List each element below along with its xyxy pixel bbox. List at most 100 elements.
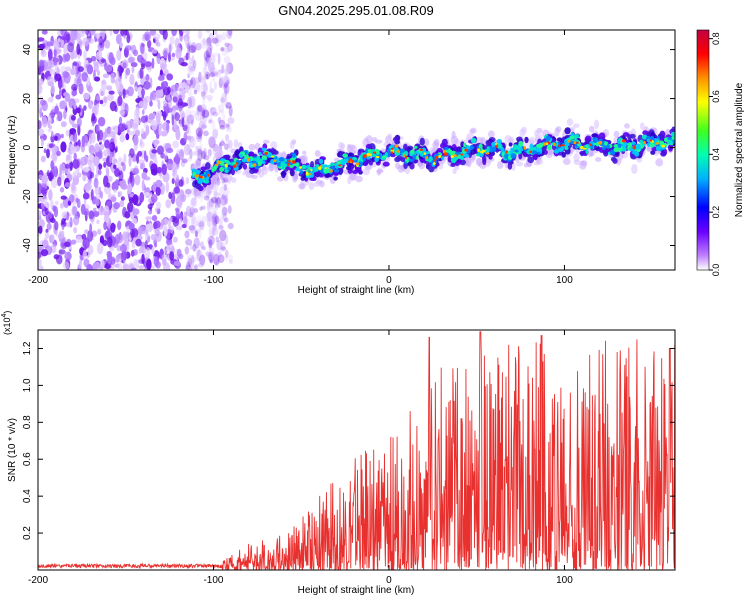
heatmap-cell <box>86 64 94 75</box>
heatmap-cell <box>88 210 95 220</box>
heatmap-cell <box>553 142 556 146</box>
heatmap-cell <box>169 251 175 261</box>
heatmap-cell <box>207 235 215 246</box>
heatmap-cell <box>211 75 216 83</box>
heatmap-cell <box>50 84 56 95</box>
heatmap-cell <box>149 100 153 107</box>
heatmap-cell <box>545 142 549 146</box>
heatmap-cell <box>209 106 217 115</box>
heatmap-cell <box>643 140 646 145</box>
heatmap-cell <box>122 253 125 264</box>
y-tick-label: 0.6 <box>22 452 33 466</box>
heatmap-cell <box>174 186 181 194</box>
heatmap-cell <box>222 212 227 222</box>
heatmap-cell <box>439 142 447 149</box>
heatmap-cell <box>209 72 215 78</box>
heatmap-cell <box>194 230 198 238</box>
heatmap-cell <box>196 188 202 199</box>
heatmap-cell <box>38 78 44 86</box>
heatmap-cell <box>77 66 84 73</box>
heatmap-cell <box>655 145 662 152</box>
heatmap-cell <box>205 53 210 64</box>
heatmap-cell <box>258 158 264 162</box>
heatmap-cell <box>298 183 306 190</box>
heatmap-cell <box>627 142 633 149</box>
heatmap-cell <box>197 220 202 229</box>
heatmap-cell <box>218 109 225 114</box>
heatmap-cell <box>69 30 75 42</box>
heatmap-cell <box>155 186 161 197</box>
heatmap-cell <box>185 177 190 185</box>
heatmap-cell <box>212 227 219 236</box>
heatmap-cell <box>90 188 94 201</box>
heatmap-cell <box>217 53 221 65</box>
heatmap-cell <box>133 49 139 57</box>
heatmap-cell <box>38 258 42 270</box>
heatmap-cell <box>408 158 415 163</box>
heatmap-cell <box>213 192 221 197</box>
heatmap-cell <box>71 123 79 128</box>
heatmap-cell <box>137 226 143 236</box>
heatmap-cell <box>117 123 125 133</box>
heatmap-cell <box>201 107 206 120</box>
heatmap-cell <box>93 177 99 189</box>
heatmap-cell <box>71 89 77 97</box>
heatmap-cell <box>104 128 108 139</box>
heatmap-cell <box>201 76 206 87</box>
heatmap-cell <box>211 213 218 226</box>
heatmap-cell <box>412 154 417 160</box>
heatmap-cell <box>602 145 607 149</box>
heatmap-cell <box>564 138 568 145</box>
heatmap-cell <box>62 261 70 270</box>
heatmap-cell <box>62 83 66 90</box>
heatmap-cell <box>189 200 198 209</box>
heatmap-cell <box>190 265 198 270</box>
heatmap-cell <box>62 174 65 182</box>
heatmap-cell <box>50 165 55 173</box>
heatmap-cell <box>198 120 203 131</box>
heatmap-cell <box>178 253 184 260</box>
heatmap-cell <box>119 243 127 253</box>
heatmap-cell <box>63 71 71 84</box>
heatmap-cell <box>129 193 135 198</box>
heatmap-cell <box>529 143 534 149</box>
heatmap-cell <box>129 170 133 183</box>
heatmap-cell <box>333 169 340 173</box>
heatmap-cell <box>187 64 195 76</box>
heatmap-cell <box>660 151 667 157</box>
heatmap-cell <box>348 158 352 161</box>
x-tick-label: -200 <box>28 575 48 586</box>
heatmap-cell <box>134 174 141 186</box>
heatmap-cell <box>212 215 216 223</box>
heatmap-cell <box>55 254 63 265</box>
heatmap-cell <box>189 212 194 218</box>
heatmap-cell <box>610 156 617 162</box>
heatmap-cell <box>150 233 157 241</box>
heatmap-cell <box>116 49 122 61</box>
heatmap-cell <box>151 246 155 255</box>
heatmap-cell <box>167 52 171 63</box>
heatmap-cell <box>141 179 145 192</box>
heatmap-cell <box>173 260 181 267</box>
heatmap-cell <box>139 59 147 64</box>
heatmap-cell <box>226 30 233 39</box>
heatmap-cell <box>635 144 641 150</box>
heatmap-cell <box>288 159 291 163</box>
heatmap-cell <box>206 111 213 123</box>
heatmap-cell <box>151 119 158 131</box>
heatmap-cell <box>273 159 277 163</box>
heatmap-cell <box>209 80 212 93</box>
heatmap-cell <box>219 140 226 146</box>
heatmap-cell <box>137 150 143 157</box>
heatmap-cell <box>71 83 78 91</box>
heatmap-cell <box>82 167 90 173</box>
heatmap-cell <box>554 149 560 154</box>
heatmap-cell <box>517 150 522 154</box>
heatmap-cell <box>366 152 370 157</box>
heatmap-cell <box>183 131 188 143</box>
heatmap-cell <box>338 164 342 167</box>
heatmap-cell <box>83 183 91 192</box>
heatmap-cell <box>68 194 75 203</box>
heatmap-cell <box>193 237 200 249</box>
heatmap-cell <box>387 133 393 141</box>
